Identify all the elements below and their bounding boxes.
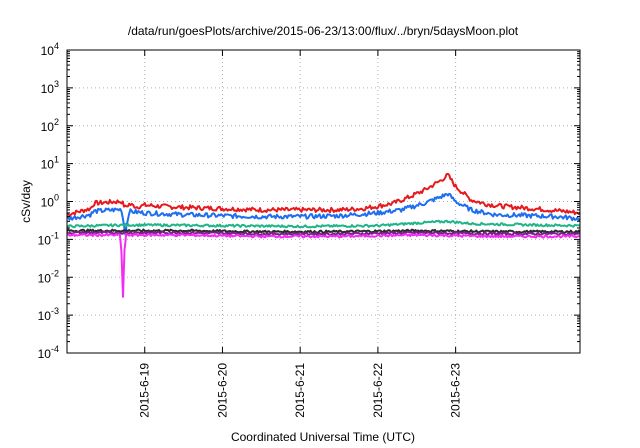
- y-tick-label: 10-3: [38, 306, 59, 323]
- x-tick-label: 2015-6-23: [449, 363, 463, 418]
- x-tick-label: 2015-6-20: [215, 363, 229, 418]
- y-tick-exponent: -4: [51, 344, 59, 354]
- y-tick-exponent: 4: [54, 41, 59, 51]
- y-tick-exponent: 1: [54, 155, 59, 165]
- y-tick-label: 104: [41, 41, 59, 58]
- y-tick-exponent: -3: [51, 306, 59, 316]
- series-line: [66, 232, 581, 298]
- y-tick-exponent: 0: [54, 193, 59, 203]
- chart-title: /data/run/goesPlots/archive/2015-06-23/1…: [128, 24, 519, 38]
- x-axis-label: Coordinated Universal Time (UTC): [231, 430, 415, 444]
- x-tick-label: 2015-6-21: [293, 363, 307, 418]
- x-tick-label: 2015-6-22: [371, 363, 385, 418]
- y-tick-label: 10-1: [38, 230, 59, 247]
- series-line: [66, 192, 581, 236]
- series-layer: [66, 172, 581, 298]
- y-tick-label: 102: [41, 117, 59, 134]
- y-tick-exponent: 3: [54, 79, 59, 89]
- y-tick-label: 10-2: [38, 268, 59, 285]
- y-tick-label: 10-4: [38, 344, 59, 361]
- series-line: [66, 230, 581, 236]
- grid: [67, 50, 580, 353]
- x-tick-label: 2015-6-19: [138, 363, 152, 418]
- y-axis-label: cSv/day: [19, 180, 33, 223]
- y-tick-label: 103: [41, 79, 59, 96]
- y-tick-exponent: 2: [54, 117, 59, 127]
- y-tick-label: 101: [41, 155, 59, 172]
- series-line: [66, 219, 581, 229]
- series-line: [66, 172, 581, 217]
- y-tick-exponent: -1: [51, 230, 59, 240]
- y-tick-label: 100: [41, 193, 59, 210]
- y-tick-exponent: -2: [51, 268, 59, 278]
- ticks: 10-410-310-210-11001011021031042015-6-19…: [38, 41, 580, 418]
